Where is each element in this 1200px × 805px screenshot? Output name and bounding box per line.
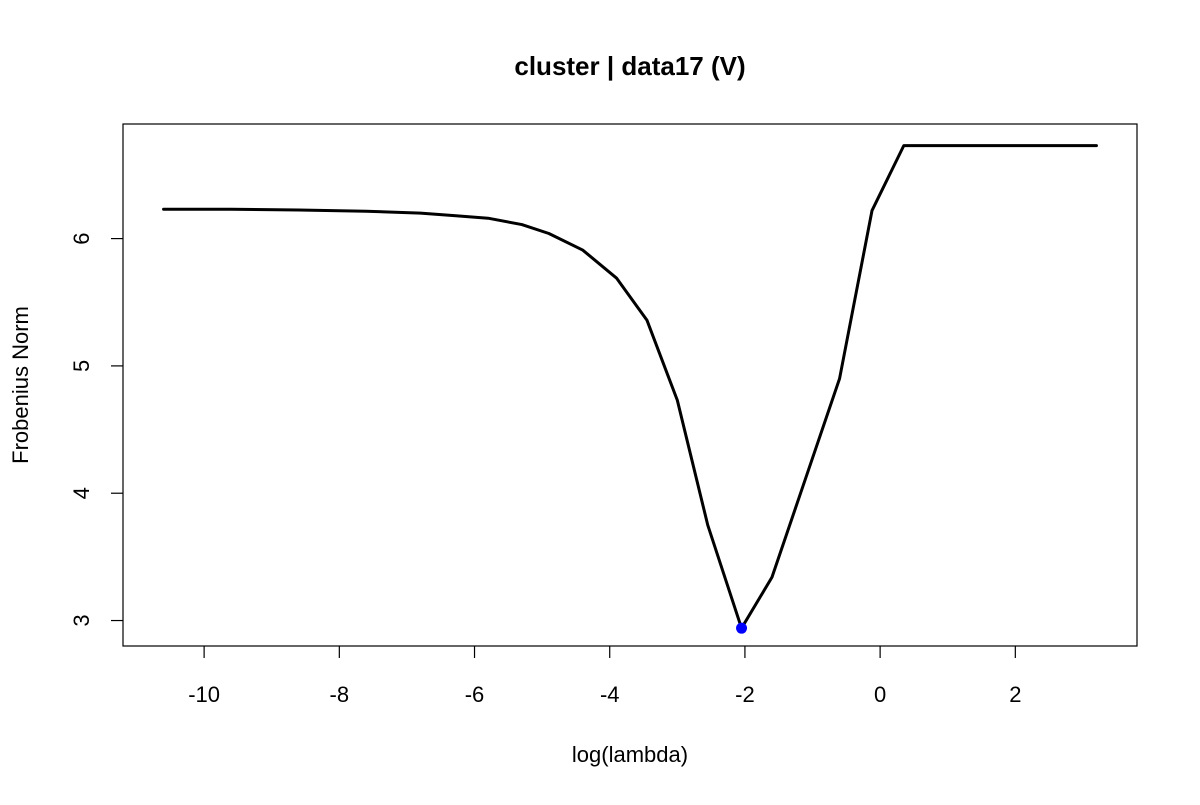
y-tick-label: 6 <box>69 232 94 244</box>
y-tick-label: 4 <box>69 487 94 499</box>
chart-title: cluster | data17 (V) <box>514 51 745 81</box>
x-tick-label: -6 <box>465 682 485 707</box>
x-tick-label: 0 <box>874 682 886 707</box>
series-line <box>162 144 1098 630</box>
series-layer <box>162 144 1098 630</box>
x-tick-label: -4 <box>600 682 620 707</box>
x-tick-label: -8 <box>330 682 350 707</box>
y-tick-label: 5 <box>69 360 94 372</box>
plot-frame <box>122 123 1138 647</box>
x-axis: -10 -8 -6 -4 -2 0 2 <box>188 646 1021 707</box>
highlight-layer <box>736 622 748 634</box>
y-tick-label: 3 <box>69 614 94 626</box>
x-tick-label: -2 <box>735 682 755 707</box>
minimum-point-marker <box>736 622 748 634</box>
x-tick-label: 2 <box>1009 682 1021 707</box>
y-axis-label: Frobenius Norm <box>8 306 33 464</box>
y-axis: 3 4 5 6 <box>69 232 123 627</box>
x-axis-label: log(lambda) <box>572 742 688 767</box>
x-tick-label: -10 <box>188 682 220 707</box>
